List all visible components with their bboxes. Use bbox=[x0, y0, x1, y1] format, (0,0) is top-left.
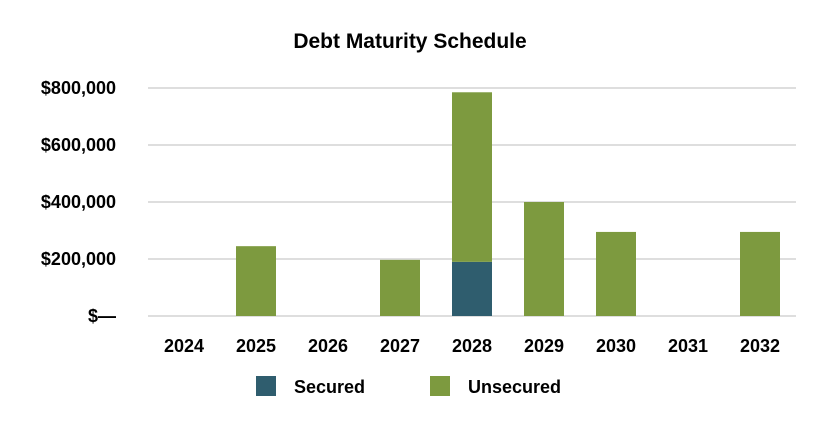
legend-swatch-secured bbox=[256, 376, 276, 396]
x-tick-label-2030: 2030 bbox=[596, 336, 636, 356]
bar-unsecured-2030 bbox=[596, 231, 636, 316]
bars bbox=[236, 92, 780, 316]
legend-label-unsecured: Unsecured bbox=[468, 377, 561, 397]
bar-unsecured-2028 bbox=[452, 92, 492, 262]
y-tick-label-1: $200,000 bbox=[41, 249, 116, 269]
x-tick-label-2024: 2024 bbox=[164, 336, 204, 356]
y-axis: $— $200,000 $400,000 $600,000 $800,000 bbox=[41, 78, 116, 326]
bar-unsecured-2027 bbox=[380, 259, 420, 316]
y-tick-label-2: $400,000 bbox=[41, 192, 116, 212]
bar-unsecured-2025 bbox=[236, 246, 276, 316]
legend-label-secured: Secured bbox=[294, 377, 365, 397]
bar-unsecured-2029 bbox=[524, 202, 564, 316]
bar-secured-2028 bbox=[452, 261, 492, 316]
legend-swatch-unsecured bbox=[430, 376, 450, 396]
y-tick-label-4: $800,000 bbox=[41, 78, 116, 98]
x-tick-label-2027: 2027 bbox=[380, 336, 420, 356]
x-tick-label-2028: 2028 bbox=[452, 336, 492, 356]
x-tick-label-2029: 2029 bbox=[524, 336, 564, 356]
x-tick-label-2026: 2026 bbox=[308, 336, 348, 356]
bar-unsecured-2032 bbox=[740, 231, 780, 316]
legend: Secured Unsecured bbox=[256, 376, 561, 397]
x-axis: 2024 2025 2026 2027 2028 2029 2030 2031 2032 bbox=[164, 336, 780, 356]
y-tick-label-0: $— bbox=[88, 306, 116, 326]
chart-title: Debt Maturity Schedule bbox=[293, 30, 526, 53]
x-tick-label-2025: 2025 bbox=[236, 336, 276, 356]
y-tick-label-3: $600,000 bbox=[41, 135, 116, 155]
x-tick-label-2032: 2032 bbox=[740, 336, 780, 356]
x-tick-label-2031: 2031 bbox=[668, 336, 708, 356]
